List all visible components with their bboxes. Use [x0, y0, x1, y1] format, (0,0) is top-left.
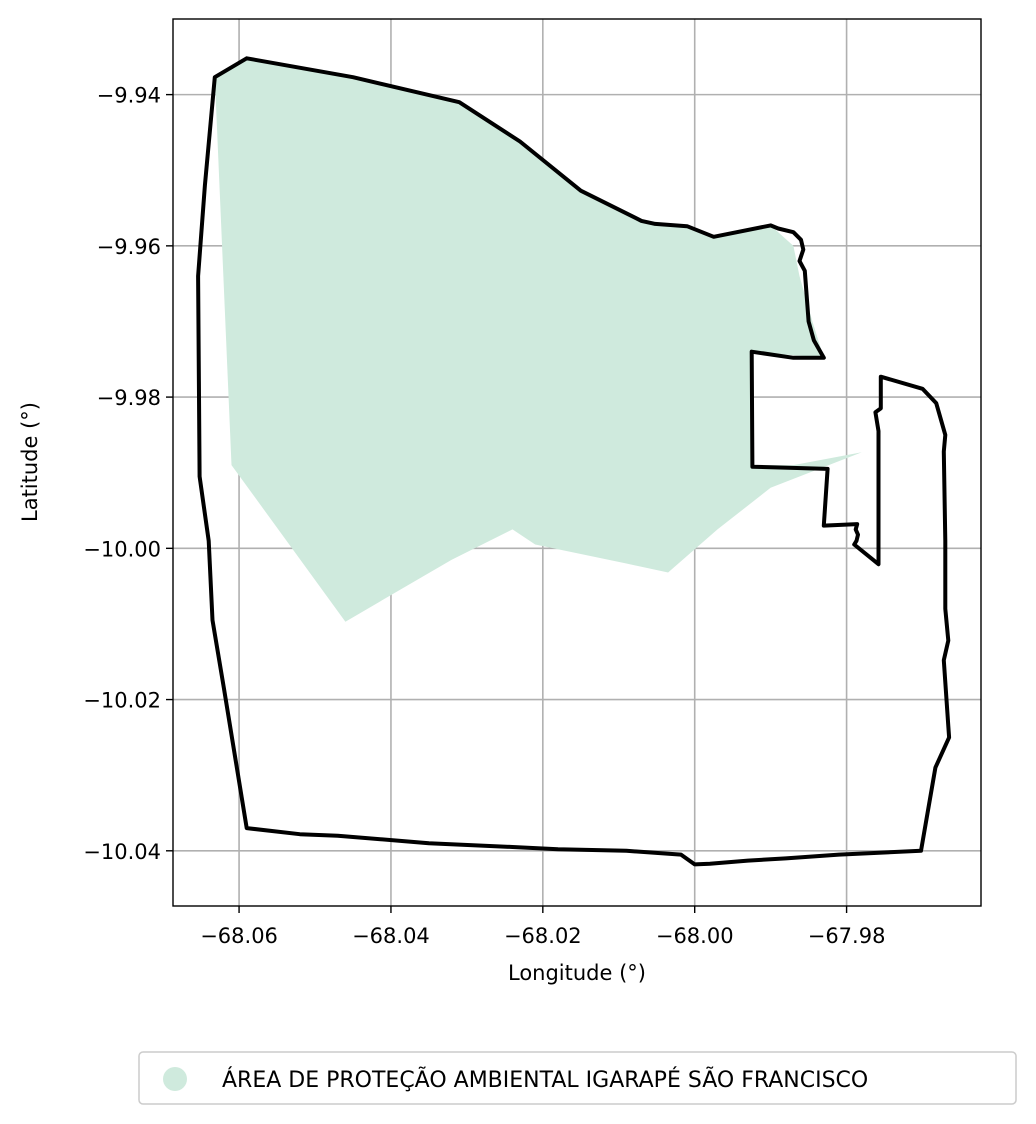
y-axis-title: Latitude (°): [18, 402, 42, 522]
y-tick-label: −9.94: [97, 84, 161, 108]
y-tick-label: −10.04: [83, 840, 161, 864]
y-tick-label: −10.00: [83, 537, 161, 561]
x-axis-title: Longitude (°): [508, 961, 646, 985]
y-tick-label: −9.96: [97, 235, 161, 259]
legend-label: ÁREA DE PROTEÇÃO AMBIENTAL IGARAPÉ SÃO F…: [222, 1066, 868, 1093]
x-tick-label: −68.00: [656, 924, 734, 948]
x-tick-label: −68.02: [504, 924, 582, 948]
plot-area: [173, 19, 981, 906]
y-tick-label: −10.02: [83, 689, 161, 713]
y-tick-label: −9.98: [97, 386, 161, 410]
x-tick-label: −67.98: [808, 924, 886, 948]
x-tick-label: −68.04: [352, 924, 430, 948]
legend-swatch: [163, 1067, 187, 1091]
x-tick-label: −68.06: [200, 924, 278, 948]
legend: ÁREA DE PROTEÇÃO AMBIENTAL IGARAPÉ SÃO F…: [139, 1052, 1016, 1104]
